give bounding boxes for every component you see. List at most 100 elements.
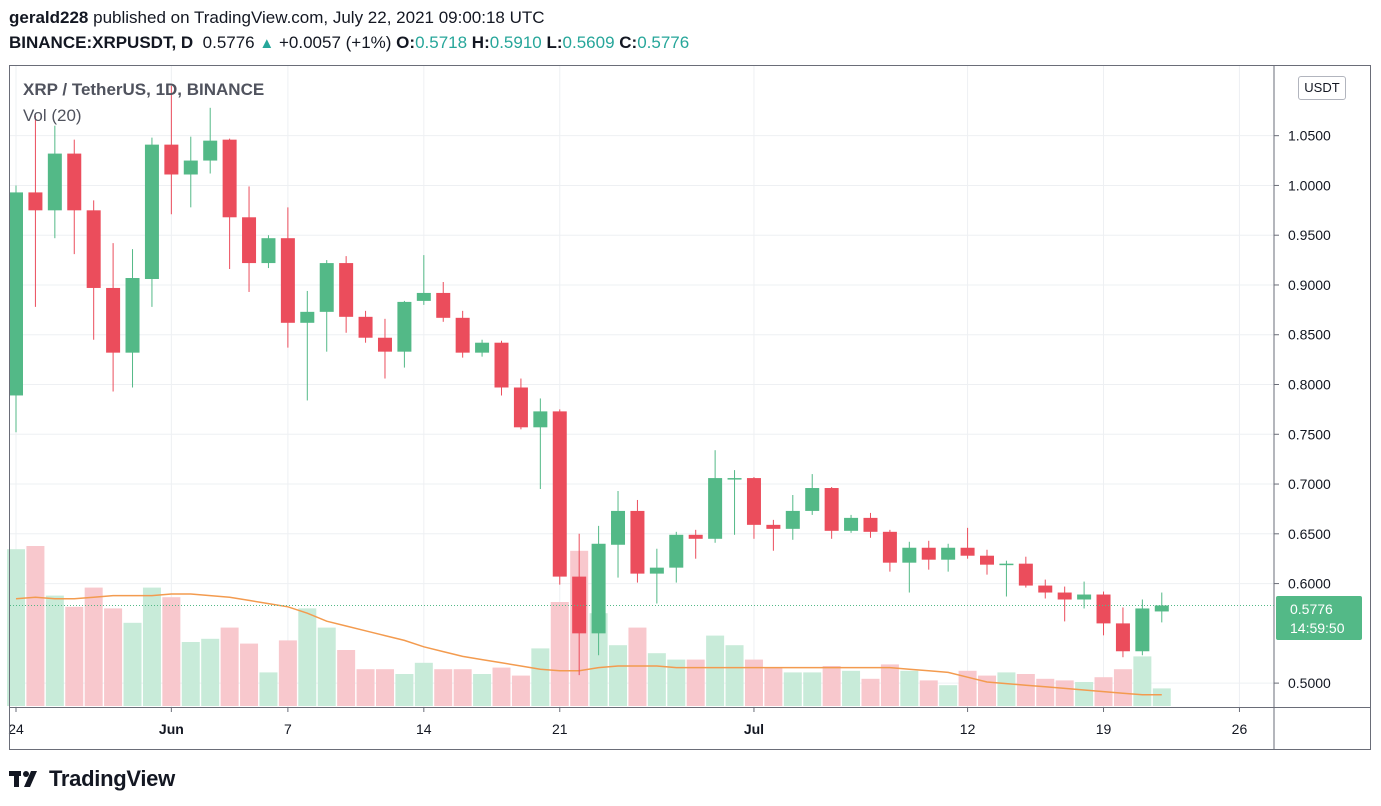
- volume-bar: [609, 645, 628, 706]
- y-axis-label: 0.8500: [1288, 327, 1331, 343]
- symbol-label: BINANCE:XRPUSDT, D: [9, 33, 194, 52]
- candle-body: [358, 316, 373, 338]
- low-label: L:: [546, 33, 563, 52]
- author-name[interactable]: gerald228: [9, 8, 89, 27]
- candle-body: [1057, 592, 1072, 600]
- volume-bar: [725, 645, 744, 706]
- candle-body: [513, 387, 528, 428]
- candle-body: [67, 153, 82, 211]
- close-label: C:: [619, 33, 638, 52]
- tradingview-logo-icon: [9, 771, 37, 787]
- candle-body: [164, 144, 179, 175]
- x-axis-label: 14: [416, 721, 432, 737]
- y-axis-label: 0.6500: [1288, 526, 1331, 542]
- y-axis-label: 0.5000: [1288, 675, 1331, 691]
- candle-body: [902, 547, 917, 563]
- y-axis-label: 0.9000: [1288, 277, 1331, 293]
- candle-body: [630, 510, 645, 574]
- volume-bar: [104, 608, 123, 706]
- candle-body: [436, 292, 451, 318]
- volume-bar: [356, 669, 375, 706]
- candle-body: [222, 139, 237, 218]
- candle-body: [1018, 563, 1033, 586]
- volume-bar: [589, 613, 608, 706]
- volume-bar: [861, 678, 880, 706]
- candle-body: [183, 160, 198, 175]
- candle-body: [611, 510, 626, 545]
- volume-legend[interactable]: Vol (20): [23, 106, 82, 125]
- volume-bar: [84, 587, 103, 706]
- chart-legend-title[interactable]: XRP / TetherUS, 1D, BINANCE: [23, 80, 265, 99]
- y-axis-label: 1.0500: [1288, 128, 1331, 144]
- y-axis-label: 1.0000: [1288, 177, 1331, 193]
- x-axis-label: 24: [8, 721, 24, 737]
- candle-body: [86, 210, 101, 288]
- candle-body: [785, 510, 800, 529]
- x-axis-label: 19: [1096, 721, 1112, 737]
- volume-bar: [492, 667, 511, 706]
- open-value: 0.5718: [415, 33, 468, 52]
- candle-body: [805, 488, 820, 511]
- x-axis-label: 12: [960, 721, 976, 737]
- x-axis-label: Jul: [744, 721, 764, 737]
- volume-bar: [939, 685, 958, 706]
- candle-body: [455, 317, 470, 353]
- ohlc-summary: BINANCE:XRPUSDT, D 0.5776 ▲ +0.0057 (+1%…: [9, 33, 689, 53]
- volume-bar: [842, 670, 861, 706]
- candle-body: [727, 478, 742, 480]
- volume-bar: [783, 672, 802, 706]
- low-value: 0.5609: [562, 33, 615, 52]
- candle-body: [319, 263, 334, 312]
- volume-bar: [162, 597, 181, 706]
- volume-bar: [997, 672, 1016, 706]
- volume-bar: [1055, 680, 1074, 706]
- candle-body: [980, 555, 994, 565]
- tradingview-wordmark: TradingView: [49, 766, 175, 791]
- candle-body: [824, 488, 839, 531]
- open-label: O:: [396, 33, 416, 52]
- candle-body: [1038, 585, 1053, 593]
- volume-bar: [1113, 669, 1132, 706]
- x-axis-label: 21: [552, 721, 568, 737]
- candle-body: [1154, 605, 1169, 612]
- volume-bar: [628, 627, 647, 706]
- volume-bar: [414, 662, 433, 706]
- candle-body: [572, 576, 587, 634]
- volume-bar: [1152, 688, 1171, 706]
- volume-bar: [298, 608, 317, 706]
- volume-bar: [1036, 678, 1055, 706]
- volume-bar: [1133, 656, 1152, 706]
- candle-body: [203, 140, 218, 161]
- candle-body: [708, 478, 723, 539]
- volume-bar: [7, 549, 25, 706]
- volume-bar: [764, 667, 783, 706]
- candle-body: [106, 287, 121, 353]
- x-axis-label: 7: [284, 721, 292, 737]
- close-value: 0.5776: [637, 33, 690, 52]
- chart-frame: [9, 65, 1371, 750]
- volume-bar: [473, 674, 492, 706]
- candle-body: [280, 238, 295, 323]
- volume-bar: [900, 670, 919, 706]
- volume-bar: [706, 635, 725, 706]
- candle-body: [125, 278, 140, 353]
- candle-body: [144, 144, 159, 280]
- change-value: +0.0057 (+1%): [278, 33, 392, 52]
- price-tag-countdown: 14:59:50: [1290, 620, 1345, 636]
- candle-body: [882, 531, 897, 563]
- candle-body: [397, 301, 412, 352]
- y-axis-label: 0.8000: [1288, 377, 1331, 393]
- currency-unit-badge[interactable]: USDT: [1298, 76, 1346, 100]
- volume-bar: [45, 595, 64, 706]
- volume-bar: [667, 659, 686, 706]
- published-text: published on TradingView.com, July 22, 2…: [93, 8, 545, 27]
- last-price-tag: 0.5776 14:59:50: [1276, 596, 1362, 640]
- tradingview-logo[interactable]: TradingView: [9, 765, 175, 793]
- candle-body: [1115, 623, 1130, 652]
- volume-bar: [240, 643, 259, 706]
- publish-info: gerald228 published on TradingView.com, …: [9, 8, 545, 28]
- y-axis-label: 0.7500: [1288, 426, 1331, 442]
- volume-bar: [395, 674, 414, 706]
- volume-ma-line: [15, 593, 1162, 696]
